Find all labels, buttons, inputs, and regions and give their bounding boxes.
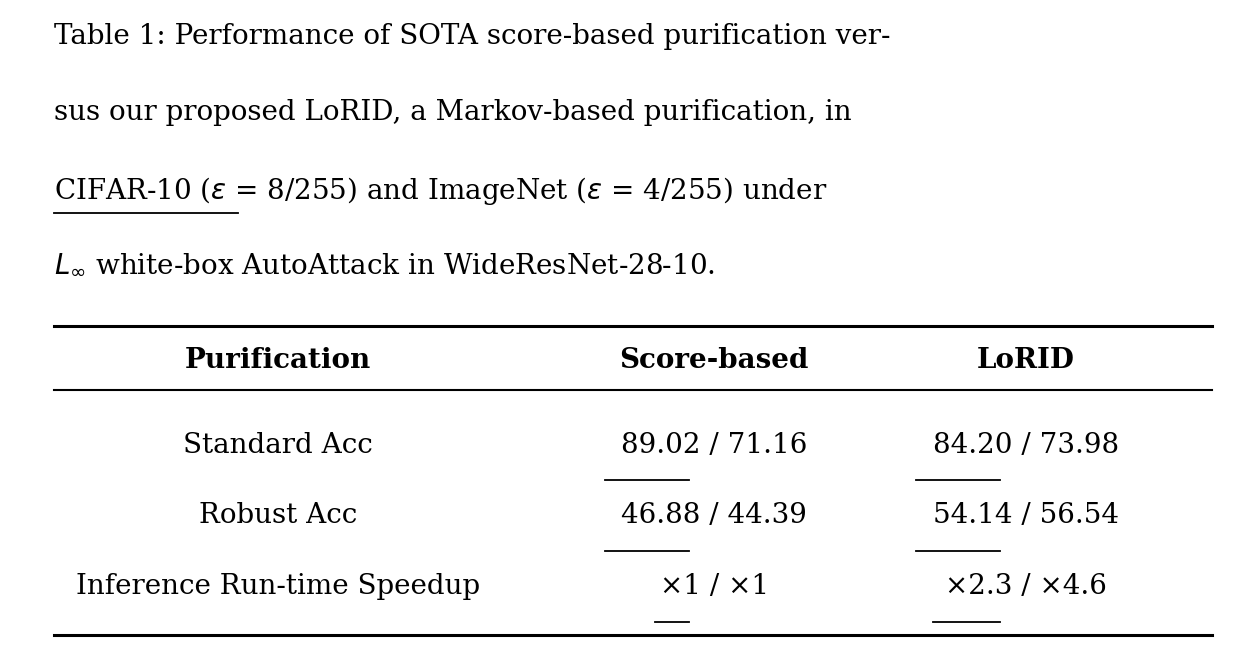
Text: sus our proposed LoRID, a Markov-based purification, in: sus our proposed LoRID, a Markov-based p… (54, 99, 851, 126)
Text: LoRID: LoRID (977, 347, 1075, 374)
Text: 54.14 / 56.54: 54.14 / 56.54 (933, 503, 1119, 529)
Text: 89.02 / 71.16: 89.02 / 71.16 (621, 432, 808, 458)
Text: 84.20 / 73.98: 84.20 / 73.98 (933, 432, 1119, 458)
Text: Table 1: Performance of SOTA score-based purification ver-: Table 1: Performance of SOTA score-based… (54, 23, 890, 50)
Text: Purification: Purification (186, 347, 371, 374)
Text: Score-based: Score-based (619, 347, 809, 374)
Text: Robust Acc: Robust Acc (199, 503, 357, 529)
Text: Inference Run-time Speedup: Inference Run-time Speedup (76, 573, 480, 600)
Text: 46.88 / 44.39: 46.88 / 44.39 (621, 503, 808, 529)
Text: ×1 / ×1: ×1 / ×1 (660, 573, 769, 600)
Text: $L_\infty$ white-box AutoAttack in WideResNet-28-10.: $L_\infty$ white-box AutoAttack in WideR… (54, 251, 715, 278)
Text: ×2.3 / ×4.6: ×2.3 / ×4.6 (944, 573, 1106, 600)
Text: Standard Acc: Standard Acc (183, 432, 374, 458)
Text: CIFAR-10 ($\epsilon$ = 8/255) and ImageNet ($\epsilon$ = 4/255) under: CIFAR-10 ($\epsilon$ = 8/255) and ImageN… (54, 175, 828, 207)
